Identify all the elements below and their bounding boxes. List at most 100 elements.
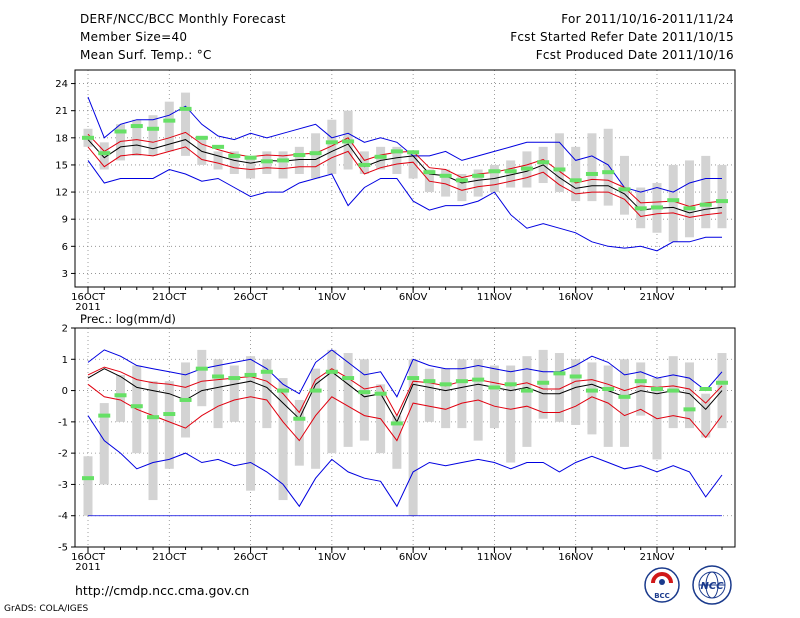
prec-series-outer-lower — [87, 415, 723, 508]
prec-observed-point — [553, 371, 566, 376]
prec-box — [424, 368, 434, 422]
prec-observed-point — [325, 369, 338, 374]
temp-box — [441, 169, 451, 197]
prec-box — [554, 353, 564, 422]
temp-observed-point — [390, 149, 403, 154]
temp-series-outer-lower — [87, 160, 722, 252]
prec-box — [148, 381, 158, 501]
precipitation-panel: -5 -4 -3 -2 -1 0 1 2 16OCT 21OCT 26OCT 1NOV 6NOV 11NO… — [58, 324, 736, 573]
temp-ytick-label: 18 — [55, 133, 68, 144]
prec-observed-point — [650, 387, 663, 392]
temp-observed-point — [260, 159, 273, 164]
temp-observed-point — [98, 151, 111, 156]
prec-ytick-label: -4 — [58, 511, 68, 522]
source-url[interactable]: http://cmdp.ncc.cma.gov.cn — [75, 583, 250, 598]
prec-observed-point — [244, 372, 257, 377]
temperature-panel: 3 6 9 12 15 18 21 24 16OCT 21OCT 26OCT 1NOV 6NOV 11NO… — [55, 69, 736, 313]
temp-box — [278, 151, 288, 179]
temp-ytick-label: 12 — [55, 188, 68, 199]
temp-observed-point — [650, 205, 663, 210]
prec-observed-point — [715, 380, 728, 385]
prec-box — [327, 349, 337, 454]
temp-box — [359, 151, 369, 174]
temp-ytick-label: 21 — [55, 106, 68, 117]
prec-observed-point — [537, 380, 550, 385]
temp-observed-point — [163, 118, 176, 123]
prec-xtick-label: 21OCT — [152, 552, 187, 563]
prec-observed-point — [585, 388, 598, 393]
temp-series-outer-upper — [87, 96, 722, 193]
temp-box — [408, 151, 418, 179]
prec-box — [636, 362, 646, 416]
prec-observed-point — [114, 393, 127, 398]
temp-box — [311, 133, 321, 179]
temp-series-inner-upper — [87, 131, 723, 208]
temp-observed-point — [277, 158, 290, 163]
temp-box — [181, 92, 191, 156]
prec-observed-point — [439, 382, 452, 387]
prec-ytick-label: 2 — [62, 324, 68, 335]
prec-box — [619, 359, 629, 447]
temp-box — [229, 151, 239, 174]
temp-box — [554, 133, 564, 193]
temp-box — [619, 155, 629, 215]
temp-box — [717, 164, 727, 229]
temp-box — [668, 164, 678, 242]
prec-observed-point — [358, 390, 371, 395]
temp-box — [684, 160, 694, 238]
temp-xtick-label: 21NOV — [640, 292, 675, 303]
fcst-produced-date: Fcst Produced Date 2011/10/16 — [535, 48, 734, 62]
prec-box — [213, 359, 223, 429]
prec-observed-point — [98, 413, 111, 418]
temp-observed-point — [667, 198, 680, 203]
temp-box — [164, 101, 174, 152]
prec-xtick-label: 11NOV — [477, 552, 512, 563]
prec-series-inner-upper — [87, 366, 723, 417]
prec-box — [278, 378, 288, 501]
temp-observed-point — [439, 173, 452, 178]
prec-observed-point — [309, 388, 322, 393]
prec-observed-point — [374, 391, 387, 396]
temp-observed-point — [553, 167, 566, 172]
temp-observed-point — [585, 171, 598, 176]
temp-box — [294, 146, 304, 174]
temp-year-label: 2011 — [75, 302, 100, 313]
prec-observed-point — [179, 397, 192, 402]
temp-observed-point — [472, 173, 485, 178]
prec-observed-point — [163, 412, 176, 417]
logos: BCC NCC — [644, 565, 732, 605]
prec-box — [489, 365, 499, 429]
grads-credit: GrADS: COLA/IGES — [4, 604, 89, 614]
temp-observed-point — [114, 129, 127, 134]
temp-box — [603, 128, 613, 206]
prec-observed-point — [228, 376, 241, 381]
temp-ytick-label: 3 — [62, 269, 68, 280]
prec-xtick-label: 16NOV — [558, 552, 593, 563]
temp-observed-point — [455, 178, 468, 183]
variable-label: Mean Surf. Temp.: °C — [80, 48, 212, 62]
temp-observed-point — [715, 199, 728, 204]
prec-box — [717, 353, 727, 429]
temp-observed-point — [618, 187, 631, 192]
bcc-logo-icon: BCC — [644, 567, 680, 603]
prec-box — [343, 353, 353, 447]
prec-series-inner-lower — [87, 383, 723, 442]
prec-year-label: 2011 — [75, 562, 100, 573]
prec-series-ensemble-mean — [87, 368, 723, 424]
prec-plot-frame — [74, 327, 736, 548]
temp-box — [473, 169, 483, 197]
prec-box — [684, 362, 694, 429]
temp-observed-point — [309, 151, 322, 156]
prec-ytick-label: -2 — [58, 449, 68, 460]
prec-series-outer-upper — [87, 349, 723, 398]
prec-observed-point — [407, 376, 420, 381]
prec-observed-point — [602, 387, 615, 392]
prec-box — [392, 415, 402, 469]
prec-observed-point — [423, 379, 436, 384]
prec-box — [311, 368, 321, 469]
temp-observed-point — [520, 166, 533, 171]
prec-box — [197, 349, 207, 407]
prec-box — [164, 381, 174, 469]
prec-observed-point — [699, 387, 712, 392]
